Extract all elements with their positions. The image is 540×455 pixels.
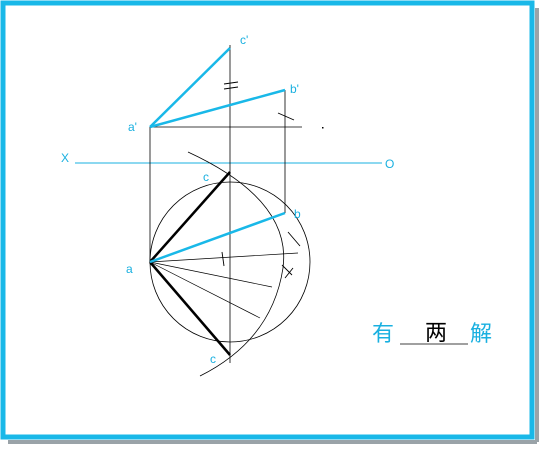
line-a-b — [149, 211, 286, 264]
line-a-prime-b-prime — [149, 88, 286, 129]
construction-line-2 — [149, 261, 273, 288]
line-a-c-top — [149, 171, 231, 263]
label-a-prime: a' — [128, 120, 137, 134]
label-b: b — [294, 207, 301, 221]
tick-mark-7 — [284, 267, 294, 279]
line-a-c-bottom — [149, 261, 231, 356]
answer-fill: 两 — [425, 321, 447, 346]
answer-prefix: 有 — [372, 322, 394, 347]
label-c-top: c — [203, 170, 209, 184]
tick-mark-6 — [281, 264, 293, 276]
tick-mark-3 — [277, 112, 295, 121]
small-dot — [322, 127, 324, 129]
construction-line-3 — [149, 261, 261, 319]
tick-mark-5 — [287, 231, 301, 247]
line-a-prime-c-prime — [149, 47, 231, 128]
label-c-prime: c' — [240, 33, 248, 47]
tick-mark-4 — [221, 251, 225, 267]
construction-line-1 — [149, 252, 299, 263]
tick-mark-1 — [223, 81, 239, 85]
label-x-axis: X — [61, 151, 69, 165]
large-arc — [187, 151, 285, 377]
label-a: a — [126, 262, 133, 276]
label-b-prime: b' — [290, 82, 299, 96]
label-c-bottom: c — [210, 352, 216, 366]
outer-border — [0, 0, 535, 440]
tick-mark-2 — [223, 86, 239, 90]
label-o-axis: O — [385, 157, 394, 171]
answer-suffix: 解 — [470, 322, 492, 347]
